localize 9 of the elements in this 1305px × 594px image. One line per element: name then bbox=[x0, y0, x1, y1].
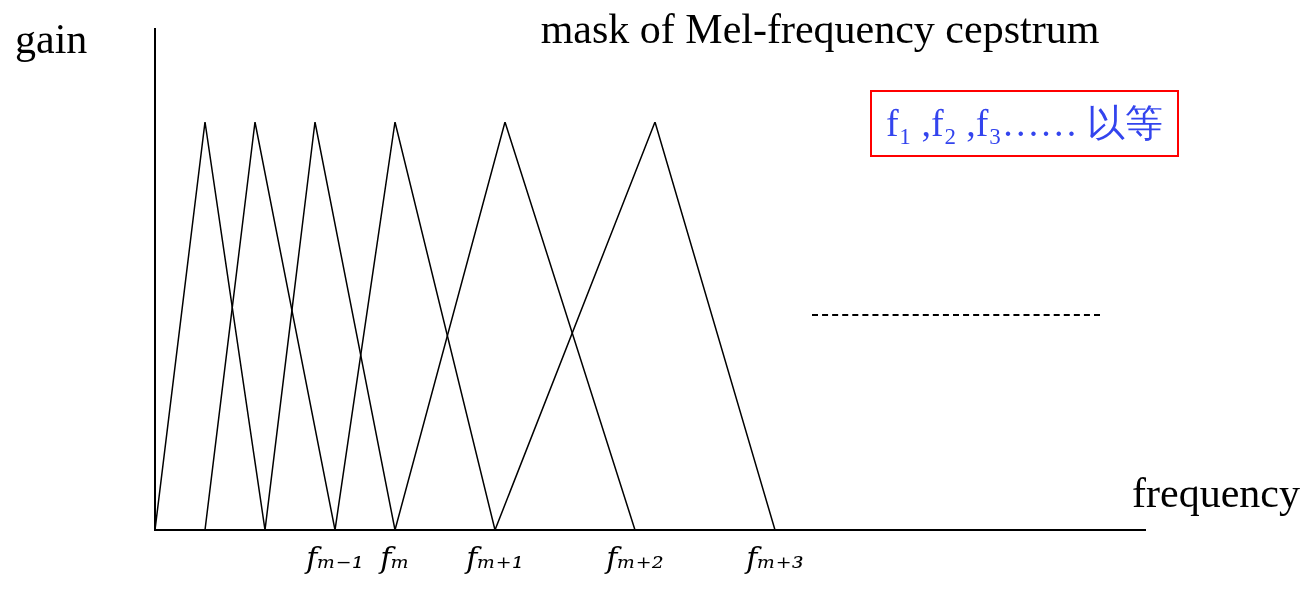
x-tick-label: fₘ bbox=[378, 539, 410, 575]
x-tick-label: fₘ₊₁ bbox=[464, 539, 524, 575]
x-tick-label: fₘ₊₂ bbox=[604, 539, 664, 575]
x-tick-label: fₘ₋₁ bbox=[304, 539, 364, 575]
x-axis-title: frequency bbox=[1132, 470, 1300, 517]
x-tick-label: fₘ₊₃ bbox=[744, 539, 804, 575]
y-axis-title: gain bbox=[15, 16, 88, 63]
chart-title: mask of Mel-frequency cepstrum bbox=[540, 6, 1100, 53]
annotation: f₁ ,f₂ ,f₃…… 以等 bbox=[870, 90, 1180, 157]
